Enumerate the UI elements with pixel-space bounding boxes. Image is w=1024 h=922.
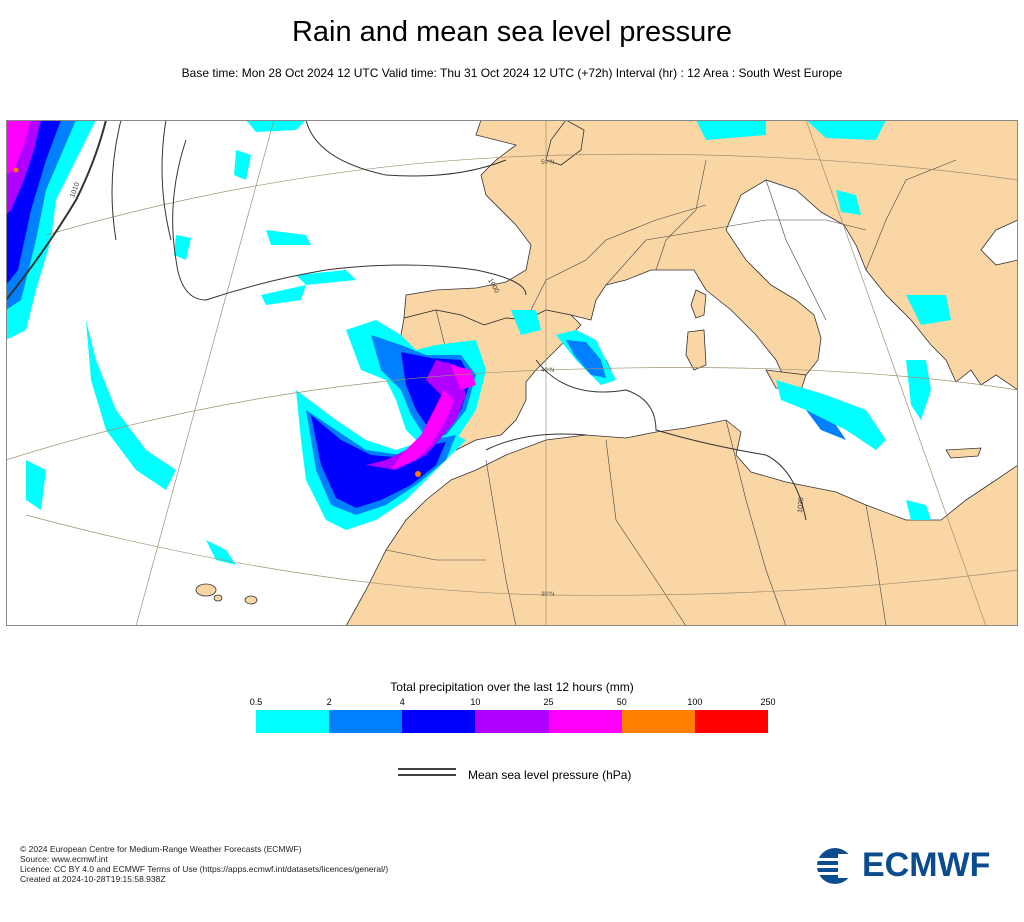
legend-tick: 25: [543, 697, 554, 707]
legend-tick: 50: [616, 697, 627, 707]
legend-tick: 10: [470, 697, 481, 707]
legend-tick: 2: [326, 697, 332, 707]
colorbar-swatch: [475, 710, 549, 733]
precip-intense: [6, 120, 476, 477]
lat-label-30: 30°N: [541, 592, 554, 598]
colorbar-swatch: [548, 710, 622, 733]
legend-tick: 4: [399, 697, 405, 707]
isobar-label-1010: 1010: [69, 182, 81, 199]
footer-copyright: © 2024 European Centre for Medium-Range …: [20, 844, 302, 854]
ecmwf-logo: ECMWF: [812, 844, 1012, 886]
colorbar-swatch: [329, 710, 403, 733]
ecmwf-logo-mark: [814, 848, 858, 884]
legend-tick: 100: [687, 697, 703, 707]
colorbar-swatch: [694, 710, 768, 733]
footer-created: Created at 2024-10-28T19:15:58.938Z: [20, 874, 166, 884]
legend-ticks: 0.5 2 4 10 25 50 100 250: [250, 697, 776, 709]
map-frame: [6, 120, 1018, 626]
legend-tick: 0.5: [249, 697, 263, 707]
colorbar-swatch: [256, 710, 330, 733]
map-labels: 50°N 40°N 30°N: [541, 160, 554, 598]
colorbar-swatch: [621, 710, 695, 733]
isobars: [6, 120, 807, 521]
isobar-label-1020: 1020: [797, 497, 805, 513]
footer: © 2024 European Centre for Medium-Range …: [20, 844, 388, 884]
footer-licence: Licence: CC BY 4.0 and ECMWF Terms of Us…: [20, 864, 389, 874]
chart-subtitle: Base time: Mon 28 Oct 2024 12 UTC Valid …: [181, 66, 843, 80]
pressure-legend-label: Mean sea level pressure (hPa): [468, 768, 632, 782]
lat-label-50: 50°N: [541, 160, 554, 166]
ecmwf-logo-text: ECMWF: [862, 846, 991, 884]
borders: [385, 159, 957, 626]
legend-title: Total precipitation over the last 12 hou…: [390, 680, 634, 694]
footer-source: Source: www.ecmwf.int: [20, 854, 108, 864]
colorbar-swatch: [402, 710, 476, 733]
lat-label-40: 40°N: [541, 368, 554, 374]
legend-tick: 250: [760, 697, 776, 707]
colorbar: [256, 710, 768, 733]
chart-title: Rain and mean sea level pressure: [291, 16, 733, 48]
isobar-legend-symbol: [398, 768, 456, 776]
weather-map: 50°N 40°N 30°N 1010 1000 1020: [6, 120, 1018, 626]
